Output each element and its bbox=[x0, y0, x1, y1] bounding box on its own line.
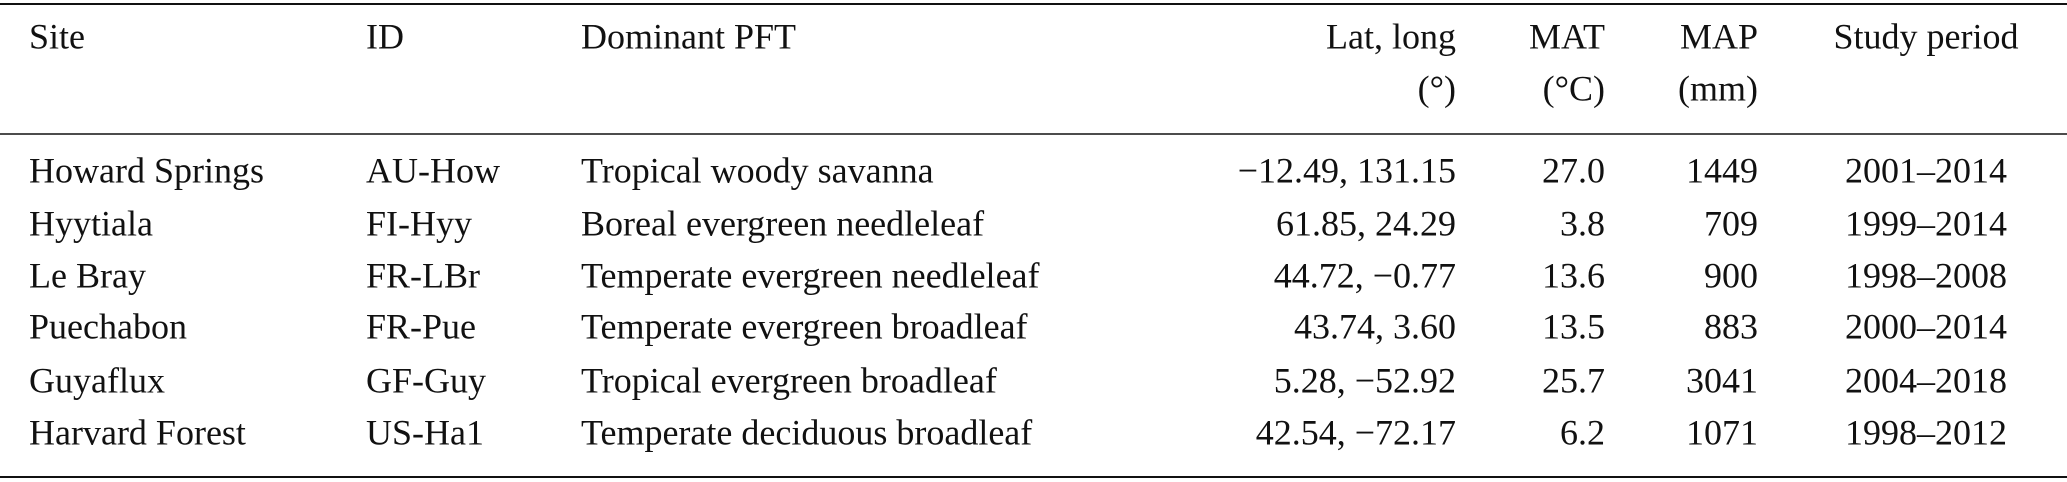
header-cell: (mm) bbox=[1678, 68, 1758, 108]
table-cell: FR-Pue bbox=[366, 306, 476, 346]
table-cell: 1999–2014 bbox=[1845, 203, 2007, 243]
table-cell: 3.8 bbox=[1560, 203, 1605, 243]
table-cell: −12.49, 131.15 bbox=[1238, 150, 1456, 190]
table-cell: 13.5 bbox=[1542, 306, 1605, 346]
table-cell: FR-LBr bbox=[366, 255, 480, 295]
table-cell: 44.72, −0.77 bbox=[1274, 255, 1456, 295]
table-cell: 1449 bbox=[1686, 150, 1758, 190]
table-cell: 2001–2014 bbox=[1845, 150, 2007, 190]
table-cell: US-Ha1 bbox=[366, 412, 484, 452]
header-cell: (°C) bbox=[1543, 68, 1605, 108]
table-cell: 883 bbox=[1704, 306, 1758, 346]
table-cell: Tropical evergreen broadleaf bbox=[581, 360, 997, 400]
table-cell: 3041 bbox=[1686, 360, 1758, 400]
table-cell: 6.2 bbox=[1560, 412, 1605, 452]
header-cell: Study period bbox=[1834, 16, 2019, 56]
table-cell: 2000–2014 bbox=[1845, 306, 2007, 346]
header-cell: (°) bbox=[1418, 68, 1456, 108]
header-cell: MAT bbox=[1529, 16, 1605, 56]
table-cell: 27.0 bbox=[1542, 150, 1605, 190]
table-cell: 25.7 bbox=[1542, 360, 1605, 400]
table-cell: Harvard Forest bbox=[29, 412, 246, 452]
table-cell: 61.85, 24.29 bbox=[1276, 203, 1456, 243]
table-cell: Boreal evergreen needleleaf bbox=[581, 203, 984, 243]
table-cell: Puechabon bbox=[29, 306, 187, 346]
header-cell: Dominant PFT bbox=[581, 16, 796, 56]
table-cell: 900 bbox=[1704, 255, 1758, 295]
table-cell: FI-Hyy bbox=[366, 203, 472, 243]
header-cell: MAP bbox=[1680, 16, 1758, 56]
table-cell: 1998–2012 bbox=[1845, 412, 2007, 452]
table-cell: 709 bbox=[1704, 203, 1758, 243]
table-cell: Temperate deciduous broadleaf bbox=[581, 412, 1032, 452]
table-cell: 2004–2018 bbox=[1845, 360, 2007, 400]
table-cell: Tropical woody savanna bbox=[581, 150, 934, 190]
table-cell: 42.54, −72.17 bbox=[1256, 412, 1456, 452]
table-cell: Guyaflux bbox=[29, 360, 165, 400]
table-cell: GF-Guy bbox=[366, 360, 486, 400]
header-cell: Lat, long bbox=[1326, 16, 1456, 56]
table-cell: 5.28, −52.92 bbox=[1274, 360, 1456, 400]
table-cell: AU-How bbox=[366, 150, 500, 190]
table-cell: 1998–2008 bbox=[1845, 255, 2007, 295]
table-cell: Howard Springs bbox=[29, 150, 264, 190]
table-cell: 13.6 bbox=[1542, 255, 1605, 295]
table-cell: 43.74, 3.60 bbox=[1294, 306, 1456, 346]
table-cell: Temperate evergreen broadleaf bbox=[581, 306, 1028, 346]
header-cell: Site bbox=[29, 16, 85, 56]
table-cell: Le Bray bbox=[29, 255, 146, 295]
header-cell: ID bbox=[366, 16, 404, 56]
table-cell: Temperate evergreen needleleaf bbox=[581, 255, 1040, 295]
table-cell: Hyytiala bbox=[29, 203, 153, 243]
table-cell: 1071 bbox=[1686, 412, 1758, 452]
